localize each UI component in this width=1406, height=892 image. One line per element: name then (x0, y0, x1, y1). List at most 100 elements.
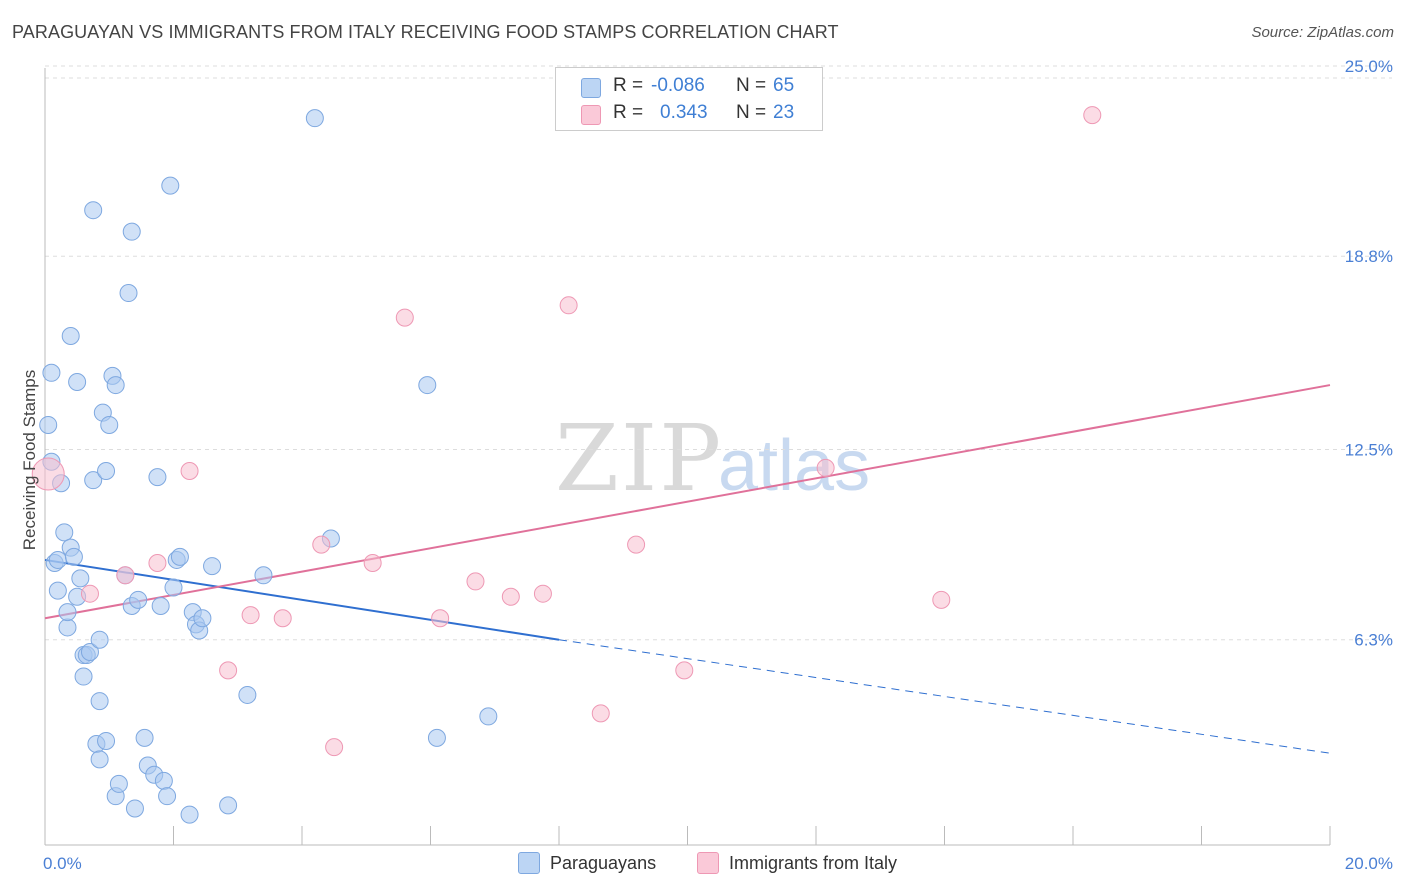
point-paraguayans (61, 326, 80, 345)
legend-row-paraguayans: R = -0.086 N = 65 (556, 74, 822, 100)
point-paraguayans (203, 557, 222, 576)
trend-line-paraguayans-extension (558, 639, 1331, 754)
point-paraguayans (106, 376, 125, 395)
point-italy (932, 590, 951, 609)
bottom-legend-swatch-pink (697, 852, 719, 874)
point-italy (116, 566, 135, 585)
point-italy (501, 587, 520, 606)
legend-n-label: N = (736, 75, 767, 96)
point-italy (363, 554, 382, 573)
legend: R = -0.086 N = 65 R = 0.343 N = 23 (555, 67, 823, 131)
point-paraguayans (90, 630, 109, 649)
point-italy (466, 572, 485, 591)
point-paraguayans (135, 728, 154, 747)
point-paraguayans (90, 750, 109, 769)
legend-n-label: N = (736, 102, 767, 123)
point-paraguayans (305, 109, 324, 128)
point-italy (80, 584, 99, 603)
y-tick-label: 12.5% (1345, 441, 1393, 460)
source-label: Source: ZipAtlas.com (1251, 24, 1394, 41)
point-paraguayans (80, 642, 99, 661)
point-italy (395, 308, 414, 327)
point-paraguayans (90, 692, 109, 711)
legend-r-label: R = (613, 102, 644, 123)
bottom-legend-label: Paraguayans (550, 853, 657, 873)
point-paraguayans (71, 569, 90, 588)
point-italy (312, 535, 331, 554)
legend-swatch-pink (581, 105, 601, 125)
point-paraguayans (170, 547, 189, 566)
point-paraguayans (48, 550, 67, 569)
point-paraguayans (161, 176, 180, 195)
point-paraguayans (97, 731, 116, 750)
bottom-legend-label: Immigrants from Italy (729, 853, 898, 873)
point-italy (1083, 106, 1102, 125)
legend-swatch-blue (581, 78, 601, 98)
point-paraguayans (158, 787, 177, 806)
point-paraguayans (42, 363, 61, 382)
x-tick-label: 20.0% (1345, 854, 1393, 873)
point-italy (591, 704, 610, 723)
point-italy (273, 609, 292, 628)
point-italy (675, 661, 694, 680)
watermark-atlas: atlas (718, 426, 870, 506)
tick-labels: 6.3% 12.5% 18.8% 25.0% 0.0% 20.0% (43, 57, 1393, 873)
legend-r-label: R = (613, 75, 644, 96)
point-paraguayans (479, 707, 498, 726)
point-paraguayans (39, 415, 58, 434)
point-paraguayans (254, 566, 273, 585)
point-paraguayans (97, 461, 116, 480)
legend-n-value: 65 (773, 75, 795, 96)
point-paraguayans (164, 578, 183, 597)
y-tick-label: 18.8% (1345, 247, 1393, 266)
chart-title: PARAGUAYAN VS IMMIGRANTS FROM ITALY RECE… (12, 22, 839, 42)
point-paraguayans (219, 796, 238, 815)
point-paraguayans (151, 596, 170, 615)
point-paraguayans (129, 590, 148, 609)
point-italy (559, 296, 578, 315)
point-italy (148, 554, 167, 573)
point-paraguayans (64, 547, 83, 566)
point-paraguayans (193, 609, 212, 628)
point-italy (627, 535, 646, 554)
point-paraguayans (58, 603, 77, 622)
point-italy (31, 457, 65, 491)
point-paraguayans (238, 685, 257, 704)
point-paraguayans (418, 376, 437, 395)
points (31, 106, 1102, 824)
point-paraguayans (180, 805, 199, 824)
point-paraguayans (122, 222, 141, 241)
watermark-zip: ZIP (555, 405, 723, 512)
point-paraguayans (84, 471, 103, 490)
point-paraguayans (74, 667, 93, 686)
point-italy (241, 606, 260, 625)
legend-n-value: 23 (773, 102, 795, 123)
point-paraguayans (148, 468, 167, 487)
y-axis-title: Receiving Food Stamps (20, 370, 39, 550)
point-italy (180, 461, 199, 480)
point-italy (533, 584, 552, 603)
point-italy (325, 738, 344, 757)
y-tick-label: 25.0% (1345, 57, 1393, 76)
point-paraguayans (58, 618, 77, 637)
bottom-legend-swatch-blue (518, 852, 540, 874)
point-paraguayans (109, 774, 128, 793)
point-paraguayans (84, 201, 103, 220)
point-paraguayans (68, 373, 87, 392)
x-tick-label: 0.0% (43, 854, 82, 873)
point-paraguayans (125, 799, 144, 818)
point-paraguayans (119, 284, 138, 303)
point-italy (219, 661, 238, 680)
y-tick-label: 6.3% (1354, 631, 1393, 650)
point-paraguayans (55, 523, 74, 542)
point-paraguayans (154, 771, 173, 790)
point-paraguayans (100, 415, 119, 434)
legend-row-italy: R = 0.343 N = 23 (556, 101, 822, 127)
point-paraguayans (48, 581, 67, 600)
legend-r-value: -0.086 (651, 75, 705, 96)
point-italy (816, 458, 835, 477)
legend-r-value: 0.343 (660, 102, 708, 123)
point-paraguayans (427, 728, 446, 747)
point-italy (431, 609, 450, 628)
